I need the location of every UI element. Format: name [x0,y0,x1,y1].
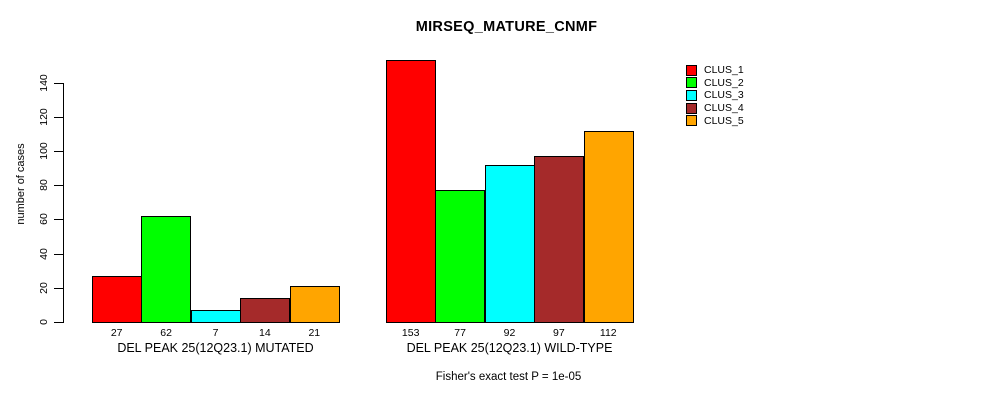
bar-clus_2-group2 [435,190,486,323]
bar-clus_5-group2 [583,130,634,323]
bar-value-label: 153 [401,327,420,339]
legend-item-label: CLUS_4 [704,102,744,115]
legend-item-label: CLUS_1 [704,64,744,77]
bar-value-label: 14 [259,327,271,339]
bar-value-label: 21 [308,327,321,339]
chart-title: MIRSEQ_MATURE_CNMF [415,19,598,35]
legend-item-clus_2: CLUS_2 [686,77,744,90]
bar-clus_3-group1 [190,310,241,323]
legend-swatch-icon [686,77,697,89]
y-axis-tick [54,151,63,152]
bar-value-label: 62 [160,327,172,339]
legend-item-clus_3: CLUS_3 [686,89,744,102]
bar-clus_2-group1 [141,216,192,323]
legend-item-label: CLUS_2 [704,76,744,89]
legend-swatch-icon [686,64,697,76]
legend-swatch-icon [686,115,697,127]
y-axis-tick-label: 120 [38,108,50,126]
y-axis-tick [54,322,63,323]
legend: CLUS_1 CLUS_2 CLUS_3 CLUS_4 CLUS_5 [686,64,744,127]
y-axis-tick [54,82,63,84]
annotation-text: Fisher's exact test P = 1e-05 [435,371,582,383]
bar-clus_1-group2 [386,60,436,323]
y-axis-line [63,82,64,323]
legend-item-label: CLUS_5 [704,114,744,127]
y-axis-tick-label: 20 [38,281,50,294]
legend-item-clus_1: CLUS_1 [686,64,744,77]
y-axis-tick [54,185,63,187]
bar-value-label: 97 [553,327,565,339]
legend-swatch-icon [686,102,697,114]
y-axis-tick-label: 80 [38,179,50,192]
bar-clus_3-group2 [484,164,535,323]
bar-clus_4-group1 [240,298,291,323]
legend-item-clus_4: CLUS_4 [686,102,744,115]
category-label: DEL PEAK 25(12Q23.1) MUTATED [117,341,314,355]
bar-value-label: 112 [599,327,617,339]
bar-value-label: 77 [454,327,466,339]
y-axis-tick-label: 40 [38,247,50,260]
y-axis-title: number of cases [15,143,27,225]
legend-swatch-icon [686,89,697,101]
y-axis-tick-label: 0 [38,319,50,325]
bar-clus_5-group1 [289,286,340,323]
y-axis-tick [54,219,63,221]
category-label: DEL PEAK 25(12Q23.1) WILD-TYPE [406,341,613,355]
legend-item-clus_5: CLUS_5 [686,114,744,127]
bar-value-label: 92 [503,327,516,339]
bar-value-label: 27 [110,327,123,339]
y-axis-tick [54,253,63,255]
bar-value-label: 7 [212,327,219,339]
legend-item-label: CLUS_3 [704,89,744,102]
y-axis-tick [54,116,63,118]
y-axis-tick [54,287,63,289]
bar-clus_1-group1 [92,275,142,323]
y-axis-tick-label: 100 [38,142,50,160]
bar-clus_4-group2 [534,156,585,323]
y-axis-tick-label: 60 [38,213,50,226]
y-axis-tick-label: 140 [38,73,50,92]
